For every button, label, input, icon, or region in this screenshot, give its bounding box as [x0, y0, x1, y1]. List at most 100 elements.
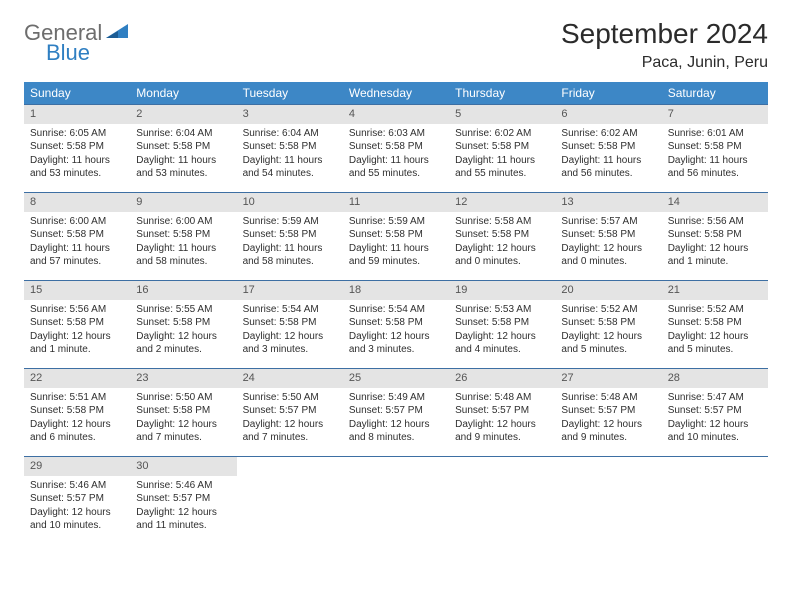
day-body: Sunrise: 5:48 AMSunset: 5:57 PMDaylight:… — [555, 388, 661, 455]
day-ss: Sunset: 5:58 PM — [668, 228, 762, 242]
day-number: 12 — [449, 193, 555, 212]
day-number: 4 — [343, 105, 449, 124]
day-ss: Sunset: 5:58 PM — [561, 228, 655, 242]
day-sr: Sunrise: 6:00 AM — [136, 215, 230, 229]
day-d2: and 0 minutes. — [561, 255, 655, 269]
calendar-day-cell: 2Sunrise: 6:04 AMSunset: 5:58 PMDaylight… — [130, 105, 236, 193]
day-body: Sunrise: 5:54 AMSunset: 5:58 PMDaylight:… — [237, 300, 343, 367]
day-sr: Sunrise: 6:01 AM — [668, 127, 762, 141]
day-ss: Sunset: 5:58 PM — [136, 404, 230, 418]
day-d2: and 3 minutes. — [243, 343, 337, 357]
day-body: Sunrise: 5:59 AMSunset: 5:58 PMDaylight:… — [237, 212, 343, 279]
day-d2: and 3 minutes. — [349, 343, 443, 357]
day-d1: Daylight: 12 hours — [668, 330, 762, 344]
day-number: 24 — [237, 369, 343, 388]
day-ss: Sunset: 5:58 PM — [349, 228, 443, 242]
day-sr: Sunrise: 5:56 AM — [668, 215, 762, 229]
day-sr: Sunrise: 5:56 AM — [30, 303, 124, 317]
day-ss: Sunset: 5:58 PM — [349, 140, 443, 154]
weekday-header: Wednesday — [343, 82, 449, 105]
day-sr: Sunrise: 5:58 AM — [455, 215, 549, 229]
calendar-week-row: 22Sunrise: 5:51 AMSunset: 5:58 PMDayligh… — [24, 369, 768, 457]
day-d2: and 9 minutes. — [455, 431, 549, 445]
day-d1: Daylight: 12 hours — [30, 418, 124, 432]
day-body: Sunrise: 5:46 AMSunset: 5:57 PMDaylight:… — [24, 476, 130, 543]
calendar-day-cell — [237, 457, 343, 545]
calendar-day-cell: 25Sunrise: 5:49 AMSunset: 5:57 PMDayligh… — [343, 369, 449, 457]
day-body: Sunrise: 6:01 AMSunset: 5:58 PMDaylight:… — [662, 124, 768, 191]
weekday-header: Monday — [130, 82, 236, 105]
day-body: Sunrise: 5:50 AMSunset: 5:58 PMDaylight:… — [130, 388, 236, 455]
day-body: Sunrise: 6:00 AMSunset: 5:58 PMDaylight:… — [130, 212, 236, 279]
title-block: September 2024 Paca, Junin, Peru — [561, 18, 768, 72]
day-d2: and 1 minute. — [30, 343, 124, 357]
day-d2: and 9 minutes. — [561, 431, 655, 445]
day-d1: Daylight: 12 hours — [349, 418, 443, 432]
day-number: 8 — [24, 193, 130, 212]
day-d1: Daylight: 11 hours — [30, 242, 124, 256]
day-number: 7 — [662, 105, 768, 124]
day-body: Sunrise: 6:04 AMSunset: 5:58 PMDaylight:… — [130, 124, 236, 191]
day-d1: Daylight: 12 hours — [455, 418, 549, 432]
day-d2: and 55 minutes. — [349, 167, 443, 181]
day-number: 15 — [24, 281, 130, 300]
day-ss: Sunset: 5:57 PM — [136, 492, 230, 506]
day-d1: Daylight: 12 hours — [668, 242, 762, 256]
calendar-day-cell — [343, 457, 449, 545]
day-number: 5 — [449, 105, 555, 124]
day-d1: Daylight: 12 hours — [30, 506, 124, 520]
day-d2: and 5 minutes. — [561, 343, 655, 357]
day-sr: Sunrise: 5:57 AM — [561, 215, 655, 229]
day-body: Sunrise: 5:50 AMSunset: 5:57 PMDaylight:… — [237, 388, 343, 455]
calendar-day-cell — [449, 457, 555, 545]
day-body: Sunrise: 5:53 AMSunset: 5:58 PMDaylight:… — [449, 300, 555, 367]
day-ss: Sunset: 5:57 PM — [243, 404, 337, 418]
day-d2: and 54 minutes. — [243, 167, 337, 181]
calendar-week-row: 8Sunrise: 6:00 AMSunset: 5:58 PMDaylight… — [24, 193, 768, 281]
day-number: 17 — [237, 281, 343, 300]
day-ss: Sunset: 5:58 PM — [243, 316, 337, 330]
day-sr: Sunrise: 5:59 AM — [243, 215, 337, 229]
day-d1: Daylight: 12 hours — [455, 242, 549, 256]
day-d2: and 58 minutes. — [243, 255, 337, 269]
calendar-day-cell: 1Sunrise: 6:05 AMSunset: 5:58 PMDaylight… — [24, 105, 130, 193]
day-sr: Sunrise: 5:50 AM — [136, 391, 230, 405]
day-d2: and 55 minutes. — [455, 167, 549, 181]
day-body: Sunrise: 5:57 AMSunset: 5:58 PMDaylight:… — [555, 212, 661, 279]
day-d1: Daylight: 11 hours — [30, 154, 124, 168]
day-d1: Daylight: 12 hours — [136, 506, 230, 520]
day-number: 20 — [555, 281, 661, 300]
day-ss: Sunset: 5:57 PM — [30, 492, 124, 506]
day-body: Sunrise: 5:52 AMSunset: 5:58 PMDaylight:… — [662, 300, 768, 367]
day-ss: Sunset: 5:57 PM — [349, 404, 443, 418]
day-sr: Sunrise: 5:47 AM — [668, 391, 762, 405]
day-number: 3 — [237, 105, 343, 124]
day-number: 10 — [237, 193, 343, 212]
day-number: 1 — [24, 105, 130, 124]
day-sr: Sunrise: 5:48 AM — [561, 391, 655, 405]
day-sr: Sunrise: 5:52 AM — [668, 303, 762, 317]
weekday-header: Tuesday — [237, 82, 343, 105]
day-sr: Sunrise: 6:03 AM — [349, 127, 443, 141]
day-number: 21 — [662, 281, 768, 300]
day-sr: Sunrise: 5:59 AM — [349, 215, 443, 229]
calendar-day-cell: 5Sunrise: 6:02 AMSunset: 5:58 PMDaylight… — [449, 105, 555, 193]
calendar-day-cell: 28Sunrise: 5:47 AMSunset: 5:57 PMDayligh… — [662, 369, 768, 457]
month-title: September 2024 — [561, 18, 768, 50]
day-number: 13 — [555, 193, 661, 212]
day-number: 2 — [130, 105, 236, 124]
day-d1: Daylight: 12 hours — [243, 330, 337, 344]
day-ss: Sunset: 5:58 PM — [561, 140, 655, 154]
day-body: Sunrise: 5:55 AMSunset: 5:58 PMDaylight:… — [130, 300, 236, 367]
calendar-day-cell: 10Sunrise: 5:59 AMSunset: 5:58 PMDayligh… — [237, 193, 343, 281]
day-d1: Daylight: 11 hours — [349, 154, 443, 168]
day-body: Sunrise: 5:58 AMSunset: 5:58 PMDaylight:… — [449, 212, 555, 279]
day-number-empty — [449, 457, 555, 476]
day-number: 22 — [24, 369, 130, 388]
day-d1: Daylight: 12 hours — [668, 418, 762, 432]
day-ss: Sunset: 5:58 PM — [136, 140, 230, 154]
day-d2: and 7 minutes. — [243, 431, 337, 445]
day-body: Sunrise: 6:04 AMSunset: 5:58 PMDaylight:… — [237, 124, 343, 191]
day-sr: Sunrise: 6:05 AM — [30, 127, 124, 141]
day-number: 29 — [24, 457, 130, 476]
